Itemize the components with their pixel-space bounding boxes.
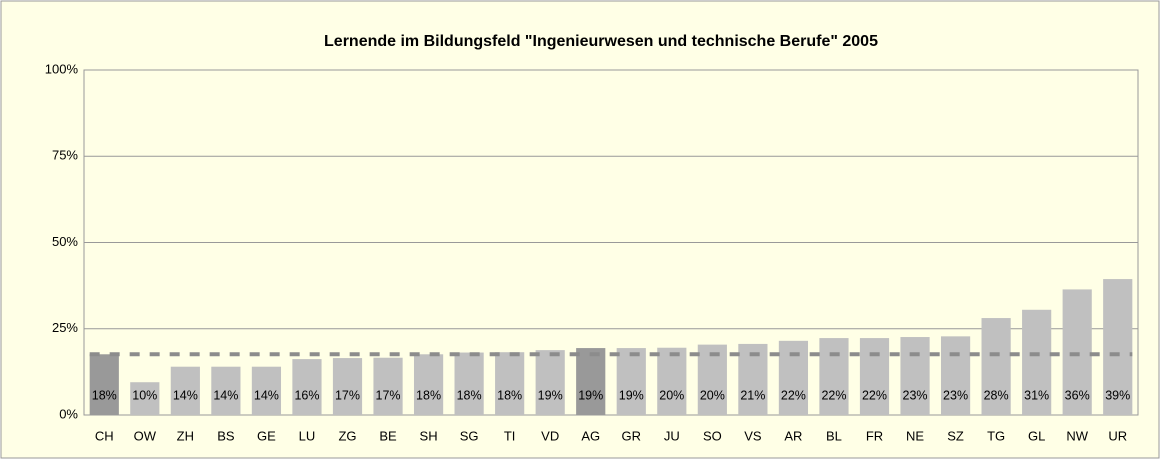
bar [1103,279,1133,415]
value-label: 19% [578,388,603,402]
x-tick-label: AR [784,428,802,443]
x-tick-label: TI [504,428,516,443]
bar [373,357,403,415]
x-tick-label: BE [379,428,397,443]
x-tick-label: VD [541,428,559,443]
value-label: 39% [1105,388,1130,402]
x-tick-label: FR [866,428,883,443]
value-label: 14% [213,388,238,402]
bar [819,338,849,415]
value-label: 36% [1065,388,1090,402]
x-tick-label: SZ [947,428,964,443]
bar [130,382,160,415]
y-tick-label: 100% [45,61,79,76]
bar [454,352,484,415]
x-tick-label: VS [744,428,762,443]
x-tick-label: BS [217,428,235,443]
value-label: 18% [457,388,482,402]
bar [940,336,971,415]
bar [170,366,200,415]
x-tick-label: NE [906,428,924,443]
value-label: 21% [740,388,765,402]
bar [616,348,646,415]
value-label: 31% [1024,388,1049,402]
value-label: 17% [376,388,401,402]
y-tick-label: 75% [52,148,78,163]
bar [495,352,525,415]
x-tick-label: LU [299,428,316,443]
bar [576,348,606,415]
x-tick-label: GL [1028,428,1045,443]
value-label: 23% [903,388,928,402]
value-label: 19% [538,388,563,402]
bar [697,344,727,415]
x-tick-label: SH [420,428,438,443]
bar [657,347,687,415]
x-tick-label: ZH [177,428,194,443]
x-tick-label: JU [664,428,680,443]
value-label: 17% [335,388,360,402]
x-tick-label: TG [987,428,1005,443]
x-tick-label: AG [581,428,600,443]
x-tick-label: SO [703,428,722,443]
y-tick-label: 25% [52,320,78,335]
bar [778,340,809,415]
bar [981,318,1011,415]
x-tick-label: GR [622,428,642,443]
bar [89,354,119,415]
bar [535,350,565,415]
value-label: 14% [254,388,279,402]
bar [1062,289,1092,415]
value-label: 20% [659,388,684,402]
value-label: 23% [943,388,968,402]
bar [859,338,890,415]
bar [332,358,363,415]
value-label: 14% [173,388,198,402]
bar [900,337,930,415]
y-tick-label: 0% [59,406,78,421]
x-tick-label: BL [826,428,842,443]
value-label: 20% [700,388,725,402]
x-tick-label: SG [460,428,479,443]
bar [1022,309,1052,415]
value-label: 18% [416,388,441,402]
bar [413,354,444,415]
x-tick-label: UR [1108,428,1127,443]
bar [292,359,322,415]
bar [251,366,282,415]
x-tick-label: ZG [338,428,356,443]
value-label: 22% [862,388,887,402]
value-label: 22% [781,388,806,402]
value-label: 18% [497,388,522,402]
chart-title: Lernende im Bildungsfeld "Ingenieurwesen… [324,33,878,50]
value-label: 16% [294,388,319,402]
value-label: 18% [92,388,117,402]
y-tick-label: 50% [52,234,78,249]
x-tick-label: CH [95,428,114,443]
value-label: 10% [132,388,157,402]
x-tick-label: GE [257,428,276,443]
value-label: 28% [984,388,1009,402]
value-label: 22% [821,388,846,402]
x-tick-label: NW [1066,428,1088,443]
x-tick-label: OW [134,428,157,443]
value-label: 19% [619,388,644,402]
bar [211,366,241,415]
